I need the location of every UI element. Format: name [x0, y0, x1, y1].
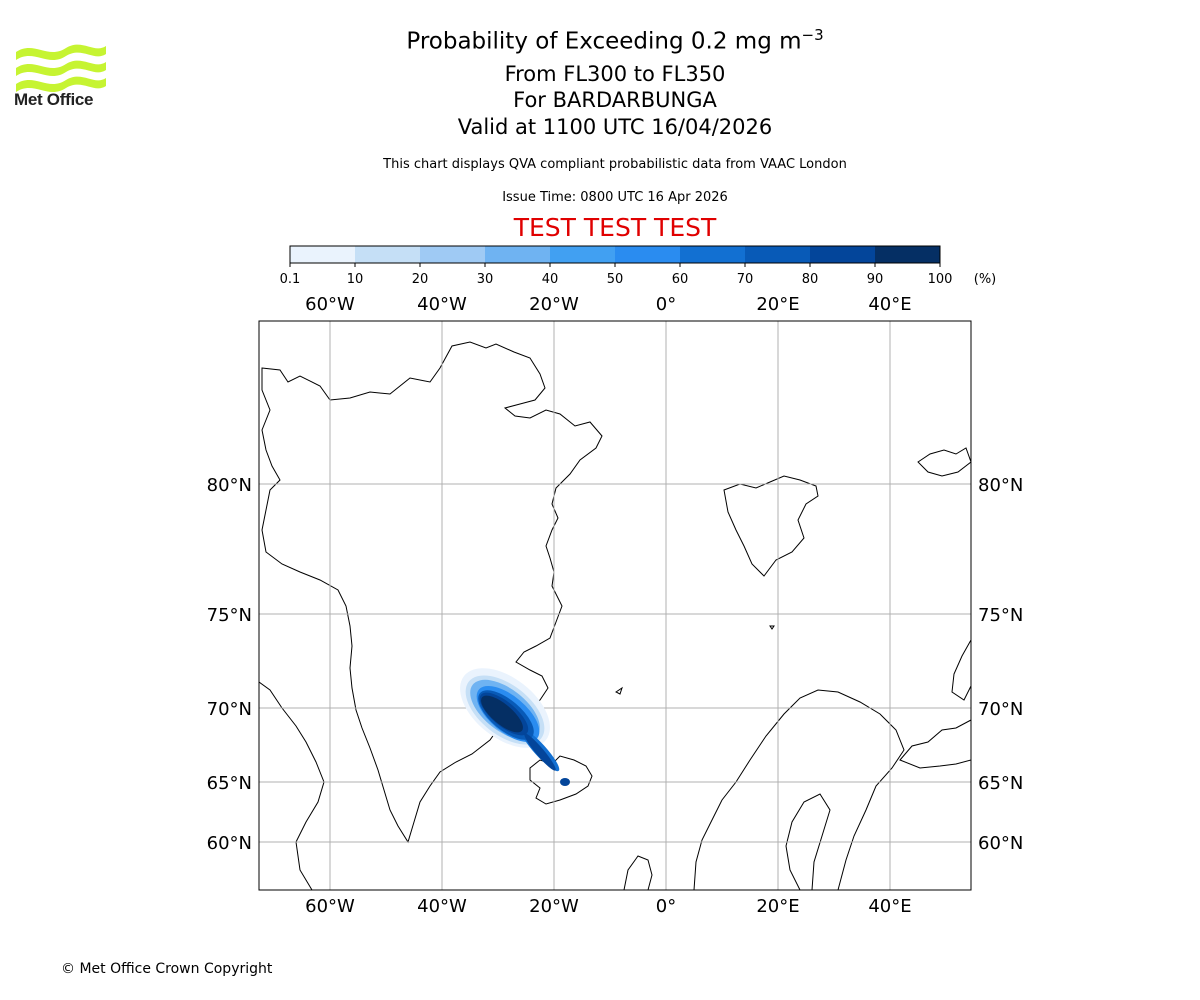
longitude-label: 20°W: [529, 896, 579, 917]
latitude-label: 80°N: [207, 475, 252, 496]
logo-wave-2: [16, 60, 106, 76]
scandinavia-coastline: [693, 689, 905, 890]
colorbar-ticks: 0.1 10 20 30 40 50 60 70 80 90 100: [280, 263, 953, 287]
map: 60°W 60°W 40°W 40°W 20°W 20°W 0° 0° 20°E 20°E 40°E…: [207, 294, 1024, 917]
novaya-zemlya-coastline: [951, 639, 971, 701]
longitude-label: 60°W: [305, 294, 355, 315]
longitude-label: 0°: [656, 896, 676, 917]
colorbar-cell: [355, 246, 421, 263]
longitude-label: 40°W: [417, 294, 467, 315]
uk-coastline: [623, 855, 653, 890]
colorbar-tick-label: 40: [542, 272, 559, 287]
title-text: Probability of Exceeding 0.2 mg m: [406, 28, 802, 55]
colorbar-tick-label: 50: [607, 272, 624, 287]
latitude-label: 60°N: [978, 833, 1023, 854]
russia-coastline: [899, 719, 971, 769]
map-background: [259, 321, 971, 890]
gulf-of-bothnia: [785, 793, 831, 890]
colorbar-cell: [810, 246, 876, 263]
latitude-label: 75°N: [207, 605, 252, 626]
latitude-label: 65°N: [978, 773, 1023, 794]
valid-time: Valid at 1100 UTC 16/04/2026: [457, 115, 773, 139]
colorbar-cell: [550, 246, 616, 263]
latitude-label: 60°N: [207, 833, 252, 854]
latitude-label: 70°N: [978, 699, 1023, 720]
colorbar-cell: [745, 246, 811, 263]
plume-probability-band: [524, 733, 556, 771]
longitude-label: 20°W: [529, 294, 579, 315]
longitude-label: 40°E: [868, 294, 911, 315]
colorbar-tick-label: 80: [802, 272, 819, 287]
copyright-notice: © Met Office Crown Copyright: [61, 961, 273, 977]
longitude-label: 20°E: [756, 896, 799, 917]
longitude-label: 20°E: [756, 294, 799, 315]
longitude-label: 0°: [656, 294, 676, 315]
svalbard-coastline: [723, 475, 819, 577]
issue-time: Issue Time: 0800 UTC 16 Apr 2026: [502, 190, 728, 205]
logo-text: Met Office: [14, 90, 94, 109]
colorbar-tick-label: 100: [928, 272, 953, 287]
colorbar-cell: [875, 246, 941, 263]
colorbar: 0.1 10 20 30 40 50 60 70 80 90 100 (%): [280, 245, 997, 287]
colorbar-cell: [615, 246, 681, 263]
met-office-logo: [16, 44, 106, 92]
jan-mayen-coastline: [769, 625, 775, 630]
baffin-coastline: [259, 681, 325, 890]
logo-wave-1: [16, 44, 106, 60]
gridlines: [259, 321, 971, 890]
chart-title: Probability of Exceeding 0.2 mg m−3: [0, 26, 1200, 55]
test-banner: TEST TEST TEST: [513, 213, 717, 242]
colorbar-cell: [680, 246, 746, 263]
disclaimer-text: This chart displays QVA compliant probab…: [383, 157, 847, 172]
latitude-label: 65°N: [207, 773, 252, 794]
flight-level-range: From FL300 to FL350: [504, 62, 726, 86]
colorbar-cells: [290, 246, 941, 263]
longitude-label: 60°W: [305, 896, 355, 917]
colorbar-tick-label: 20: [412, 272, 429, 287]
longitude-label: 40°W: [417, 896, 467, 917]
colorbar-cell: [290, 246, 356, 263]
plume-probability-band: [481, 695, 523, 733]
latitude-label: 80°N: [978, 475, 1023, 496]
volcano-name: For BARDARBUNGA: [513, 88, 717, 112]
plume-probability-band: [560, 778, 570, 786]
colorbar-unit: (%): [974, 272, 997, 287]
axis-labels: 60°W 60°W 40°W 40°W 20°W 20°W 0° 0° 20°E 20°E 40°E…: [207, 294, 1024, 917]
franz-josef-land-coastline: [917, 447, 971, 477]
ash-plume: [460, 668, 570, 786]
colorbar-cell: [420, 246, 486, 263]
colorbar-tick-label: 70: [737, 272, 754, 287]
longitude-label: 40°E: [868, 896, 911, 917]
colorbar-tick-label: 0.1: [280, 272, 301, 287]
colorbar-tick-label: 60: [672, 272, 689, 287]
latitude-label: 70°N: [207, 699, 252, 720]
faroe-islands-coastline: [615, 686, 623, 695]
latitude-label: 75°N: [978, 605, 1023, 626]
map-frame: [258, 320, 972, 891]
colorbar-tick-label: 10: [347, 272, 364, 287]
title-exponent: −3: [801, 26, 824, 44]
colorbar-tick-label: 90: [867, 272, 884, 287]
colorbar-cell: [485, 246, 551, 263]
greenland-coastline: [261, 341, 603, 844]
logo-wave-3: [16, 76, 106, 92]
colorbar-tick-label: 30: [477, 272, 494, 287]
